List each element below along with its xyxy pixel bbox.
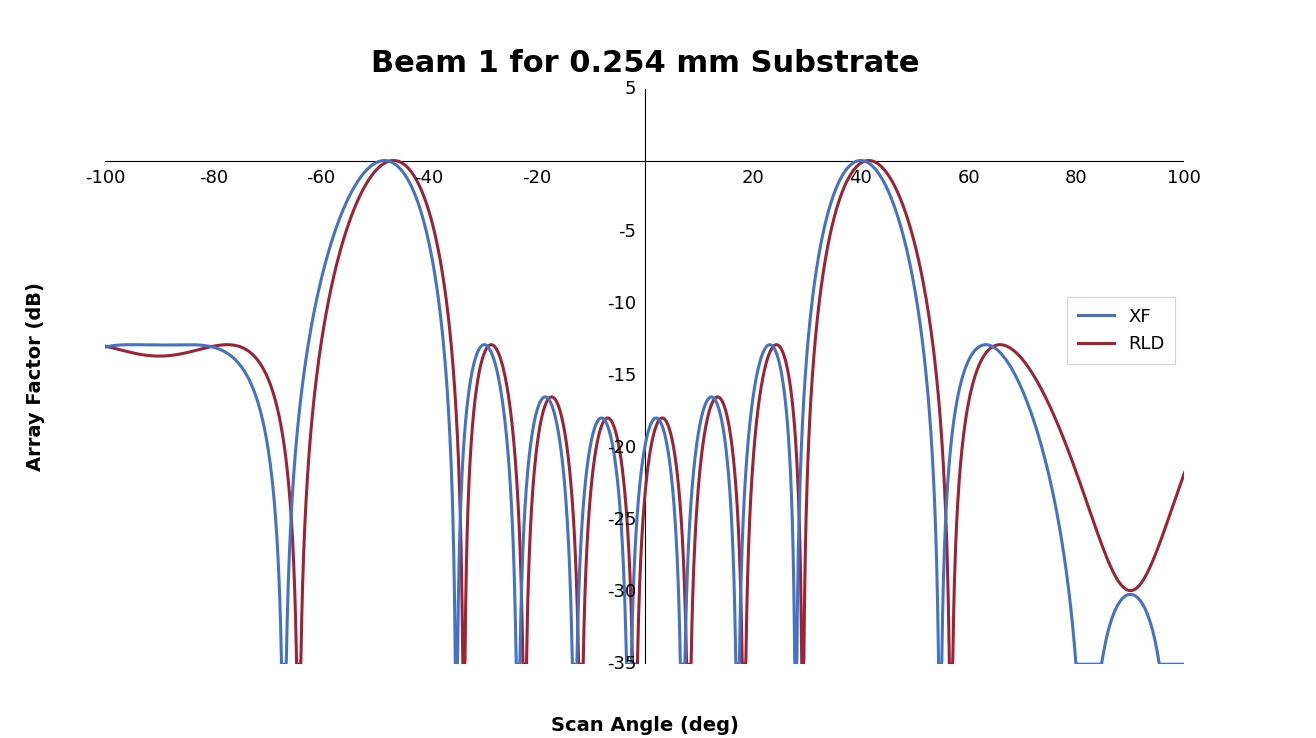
Text: 60: 60 (957, 169, 980, 187)
Line: RLD: RLD (105, 160, 1184, 664)
Text: 80: 80 (1065, 169, 1088, 187)
RLD (882, 173, 898, 182)
Text: -15: -15 (607, 368, 637, 385)
RLD (1144, 559, 1159, 568)
XF (611, 486, 626, 495)
XF (97, 342, 113, 351)
XF (1177, 660, 1192, 669)
Text: 5: 5 (625, 80, 637, 97)
Text: -60: -60 (307, 169, 336, 187)
XF (274, 660, 290, 669)
RLD (1177, 469, 1192, 477)
Text: -80: -80 (199, 169, 228, 187)
Text: Scan Angle (deg): Scan Angle (deg) (551, 716, 738, 735)
RLD (1090, 530, 1105, 539)
RLD (551, 404, 567, 413)
Text: -40: -40 (415, 169, 443, 187)
RLD (559, 449, 575, 458)
Text: 20: 20 (741, 169, 765, 187)
Text: -100: -100 (86, 169, 125, 187)
Text: -5: -5 (619, 224, 637, 241)
Text: -10: -10 (608, 295, 637, 314)
Text: -30: -30 (607, 583, 637, 601)
Title: Beam 1 for 0.254 mm Substrate: Beam 1 for 0.254 mm Substrate (371, 49, 919, 78)
RLD (611, 440, 626, 449)
Text: 100: 100 (1167, 169, 1202, 187)
RLD (97, 342, 113, 351)
Text: -25: -25 (607, 511, 637, 529)
Line: XF: XF (105, 160, 1184, 664)
XF (882, 190, 898, 199)
Text: -20: -20 (522, 169, 551, 187)
Text: Array Factor (dB): Array Factor (dB) (25, 282, 45, 471)
XF (1144, 623, 1159, 632)
Text: -20: -20 (607, 439, 637, 458)
XF (376, 156, 392, 165)
XF (559, 525, 575, 534)
Text: -35: -35 (607, 655, 637, 673)
RLD (288, 660, 304, 669)
XF (1090, 660, 1105, 669)
RLD (386, 156, 401, 165)
Text: 40: 40 (849, 169, 873, 187)
XF (551, 432, 567, 441)
Legend: XF, RLD: XF, RLD (1067, 297, 1175, 364)
